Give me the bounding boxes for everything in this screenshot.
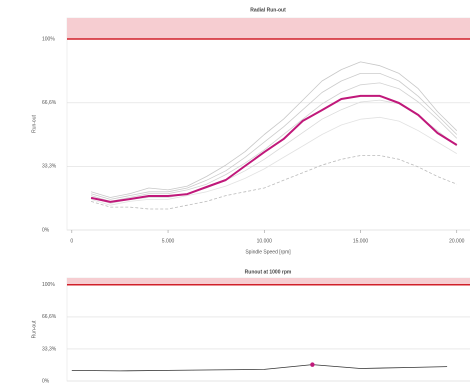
series-line xyxy=(90,116,458,206)
y-tick-label: 0% xyxy=(42,378,50,383)
x-tick-label: 5.000 xyxy=(162,238,175,244)
series-line xyxy=(90,99,458,204)
series-line xyxy=(90,61,458,198)
series-line xyxy=(90,73,458,200)
y-tick-label: 0% xyxy=(42,227,50,233)
y-tick-label: 33,3% xyxy=(42,164,57,170)
x-tick-label: 15.000 xyxy=(353,238,369,244)
y-axis-label: Run-out xyxy=(31,320,37,338)
series-line xyxy=(71,364,448,372)
plot-area xyxy=(66,277,470,382)
series-line xyxy=(90,94,458,203)
y-tick-label: 100% xyxy=(42,282,55,288)
series-line xyxy=(90,82,458,202)
y-tick-label: 33,3% xyxy=(42,346,57,352)
x-tick-label: 10.000 xyxy=(257,238,273,244)
y-tick-label: 66,6% xyxy=(42,314,57,320)
y-tick-label: 66,6% xyxy=(42,100,57,106)
y-tick-label: 100% xyxy=(42,36,55,42)
y-axis-label: Run-out xyxy=(31,114,37,132)
x-tick-label: 20.000 xyxy=(449,238,465,244)
x-axis-label: Spindle Speed [rpm] xyxy=(245,249,291,255)
chart-title: Runout at 1000 rpm xyxy=(245,269,292,275)
series-line xyxy=(90,155,457,210)
chart-title: Radial Run-out xyxy=(250,7,286,13)
x-tick-label: 0 xyxy=(70,238,73,244)
threshold-band xyxy=(67,18,470,40)
threshold-band xyxy=(67,278,470,285)
highlight-point xyxy=(310,362,315,367)
